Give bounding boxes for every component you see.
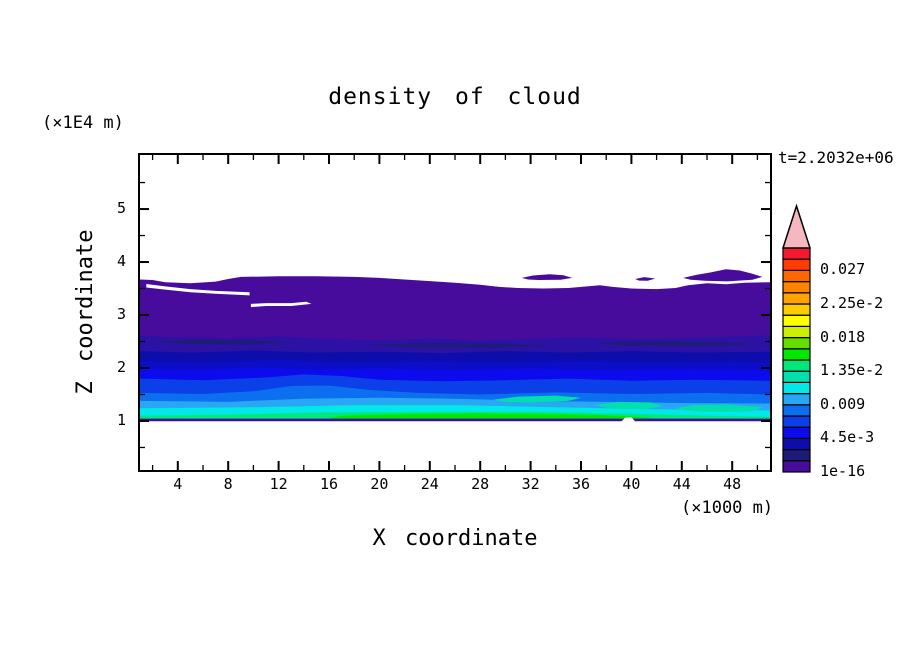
y-tick-label: 1 (116, 410, 126, 429)
colorbar-cell-11 (782, 337, 811, 350)
band-violet-base (140, 418, 770, 422)
y-tick-label: 2 (116, 358, 126, 376)
colorbar-cell-18 (782, 258, 811, 272)
colorbar-cell-9 (782, 359, 811, 372)
colorbar-cell-3 (782, 426, 811, 440)
x-tick-label: 36 (571, 475, 591, 493)
navy-patch-1 (366, 343, 556, 348)
y-tick-label: 5 (116, 199, 126, 218)
time-stamp-label: t=2.2032e+06 (778, 148, 894, 167)
teal-patch-1 (593, 401, 663, 410)
x-tick-label: 12 (269, 475, 288, 493)
colorbar-cell-6 (782, 393, 811, 406)
navy-patch-2 (593, 341, 758, 347)
x-tick-label: 28 (471, 475, 490, 493)
colorbar-cell-2 (782, 437, 811, 451)
colorbar-cell-1 (782, 449, 811, 462)
colorbar-label: 0.009 (820, 394, 866, 413)
plot-title: density of cloud (328, 84, 582, 110)
x-axis-label: X coordinate (372, 526, 538, 551)
colorbar-cell-19 (782, 247, 811, 260)
x-tick-label: 8 (223, 475, 233, 493)
colorbar-cell-15 (782, 292, 811, 305)
teal-patch-0 (492, 395, 581, 403)
plot-frame (138, 153, 772, 472)
colorbar-label: 0.027 (820, 260, 866, 279)
colorbar-cell-4 (782, 415, 811, 428)
colorbar-cell-13 (782, 314, 811, 328)
y-axis-unit-label: (×1E4 m) (42, 113, 124, 133)
x-tick-label: 4 (173, 475, 183, 493)
colorbar-label: 2.25e-2 (820, 294, 884, 312)
colorbar-cell-5 (782, 404, 811, 417)
colorbar-cell-7 (782, 381, 811, 395)
cloud-island-2 (683, 269, 763, 282)
y-tick-label: 3 (116, 305, 126, 324)
colorbar-cell-8 (782, 370, 811, 384)
colorbar-arrow (781, 203, 812, 249)
cloud-island-0 (521, 274, 573, 280)
colorbar-cell-12 (782, 325, 811, 339)
colorbar-cell-14 (782, 303, 811, 316)
x-tick-label: 24 (420, 475, 439, 493)
y-tick-label: 4 (116, 252, 126, 271)
colorbar-cell-0 (782, 460, 811, 473)
colorbar-cell-16 (782, 281, 811, 294)
band-green (329, 413, 663, 420)
contour-fill-group (140, 269, 770, 422)
x-tick-label: 16 (319, 475, 339, 493)
cloud-island-1 (635, 277, 656, 281)
x-tick-label: 20 (370, 475, 389, 493)
teal-patch-2 (675, 404, 764, 412)
x-axis-unit-label: (×1000 m) (681, 498, 774, 518)
x-tick-label: 40 (622, 475, 641, 493)
white-streak-0 (146, 284, 250, 296)
colorbar-cell-17 (782, 269, 811, 283)
colorbar-cell-10 (782, 348, 811, 361)
colorbar-label: 1.35e-2 (820, 361, 884, 380)
white-streak-1 (250, 301, 312, 308)
x-tick-label: 44 (672, 475, 691, 493)
colorbar-label: 0.018 (820, 327, 866, 346)
navy-patch-0 (152, 339, 292, 345)
x-tick-label: 48 (723, 475, 742, 493)
colorbar-label: 4.5e-3 (820, 428, 875, 447)
x-tick-label: 32 (521, 475, 540, 493)
white-streak-2 (621, 417, 636, 422)
colorbar-label: 1e-16 (820, 462, 866, 480)
